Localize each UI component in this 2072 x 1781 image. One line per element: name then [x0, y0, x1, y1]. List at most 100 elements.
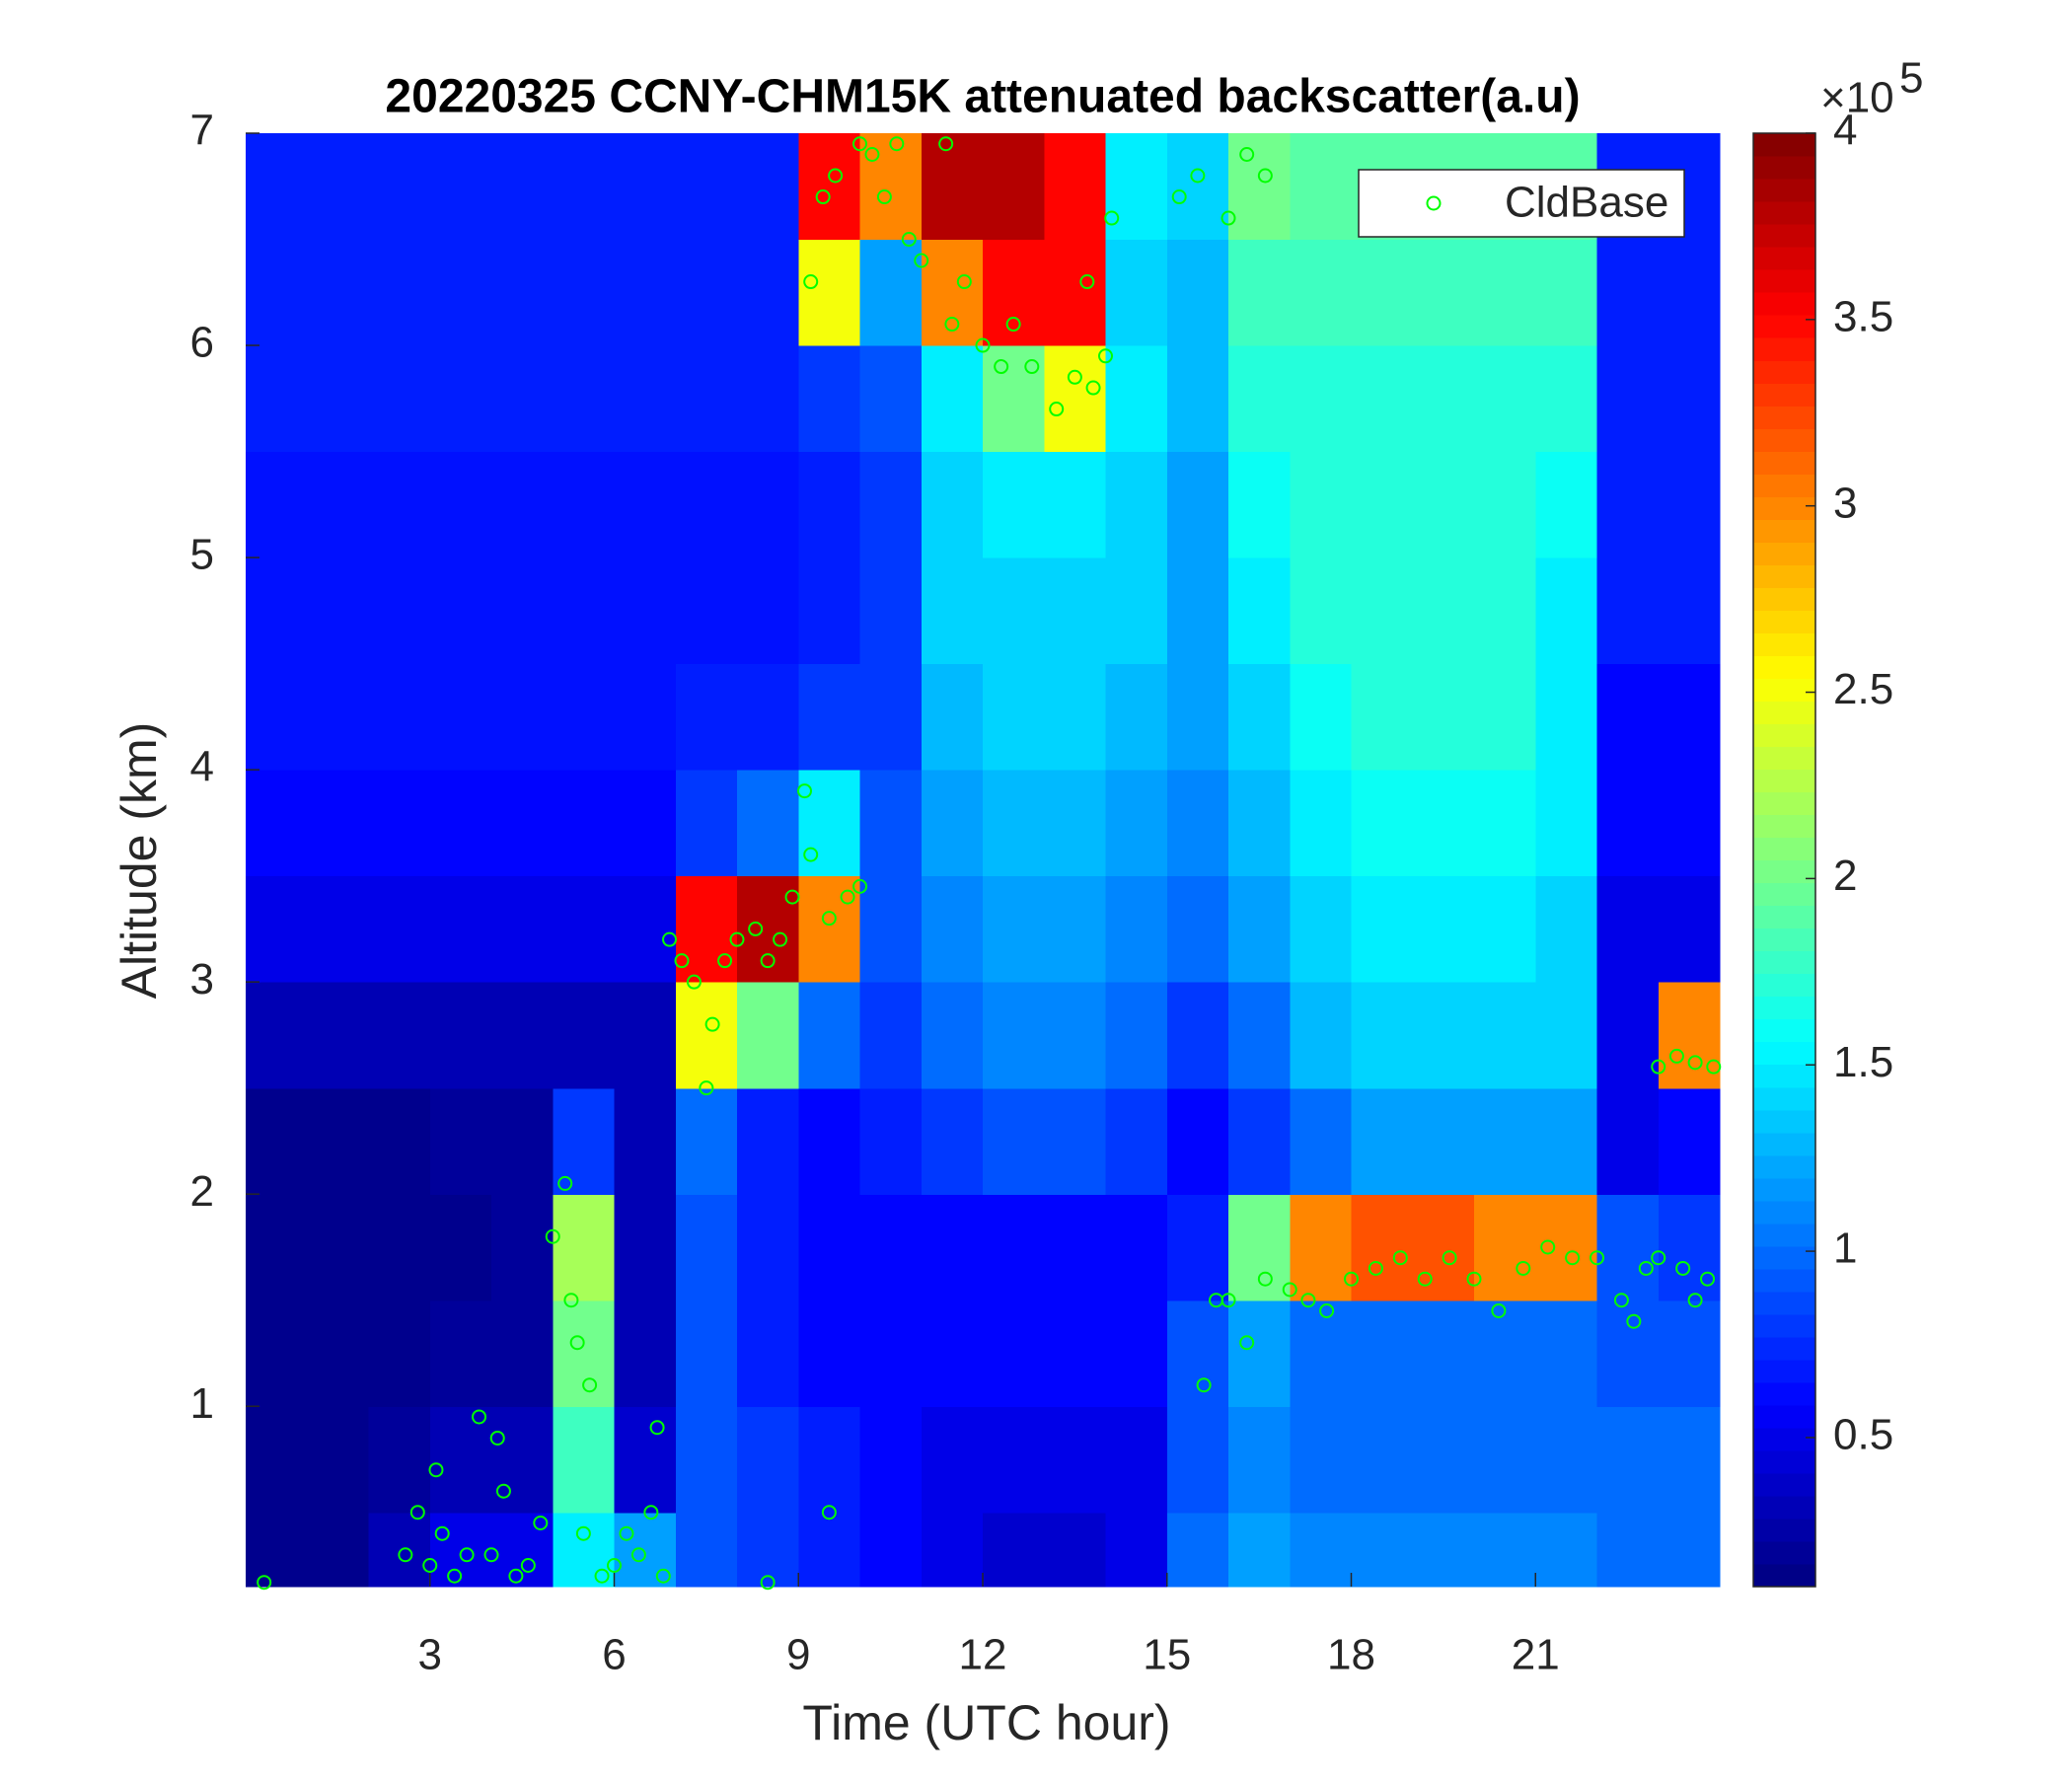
heatmap-cell	[491, 1194, 554, 1301]
heatmap-cell	[1228, 1299, 1291, 1407]
heatmap-cell	[1535, 557, 1598, 665]
cloud-base-point	[1196, 1377, 1212, 1393]
heatmap-cell	[737, 982, 799, 1089]
heatmap-cell	[737, 239, 799, 346]
heatmap-cell	[798, 1512, 861, 1588]
heatmap-cell	[429, 345, 492, 453]
cloud-base-point	[607, 1557, 622, 1573]
cloud-base-point	[649, 1420, 665, 1436]
colorbar-step	[1753, 928, 1815, 952]
heatmap-cell	[307, 451, 370, 558]
heatmap-cell	[859, 451, 923, 558]
heatmap-cell	[983, 663, 1045, 771]
heatmap-cell	[1412, 875, 1475, 983]
heatmap-cell	[798, 345, 861, 453]
colorbar-step	[1753, 406, 1815, 429]
heatmap-cell	[1596, 1512, 1660, 1588]
x-axis-label: Time (UTC hour)	[802, 1695, 1170, 1750]
colorbar-step	[1753, 701, 1815, 725]
colorbar-step	[1753, 1018, 1815, 1043]
x-tick-label: 15	[1143, 1631, 1191, 1679]
colorbar-step	[1753, 655, 1815, 679]
heatmap-cell	[553, 133, 616, 241]
heatmap-cell	[1351, 1406, 1414, 1514]
heatmap-cell	[1290, 1512, 1353, 1588]
cloud-base-point	[760, 953, 776, 969]
heatmap-cell	[859, 239, 923, 346]
heatmap-cell	[675, 770, 738, 877]
heatmap-cell	[246, 239, 308, 346]
cloud-base-point	[1651, 1250, 1666, 1266]
heatmap-cell	[1658, 239, 1721, 346]
heatmap-cell	[553, 982, 616, 1089]
colorbar-step	[1753, 723, 1815, 748]
heatmap-cell	[491, 1299, 554, 1407]
heatmap-cell	[921, 875, 984, 983]
colorbar-step	[1753, 1404, 1815, 1429]
heatmap-cell	[1105, 451, 1168, 558]
heatmap-cell	[983, 982, 1045, 1089]
heatmap-cell	[1044, 770, 1107, 877]
colorbar-tick-label: 1.5	[1833, 1038, 1893, 1086]
cloud-base-point	[773, 931, 788, 947]
cloud-base-point	[1024, 359, 1040, 375]
heatmap-cell	[429, 451, 492, 558]
heatmap-cell	[307, 770, 370, 877]
heatmap-cell	[1228, 1406, 1291, 1514]
heatmap-cell	[675, 1512, 738, 1588]
heatmap-cell	[1166, 1512, 1229, 1588]
heatmap-cell	[429, 1087, 492, 1195]
heatmap-cell	[1535, 770, 1598, 877]
y-tick-label: 3	[190, 955, 214, 1003]
heatmap-cell	[1105, 875, 1168, 983]
heatmap-cell	[1228, 1512, 1291, 1588]
heatmap-cell	[859, 1087, 923, 1195]
heatmap-cell	[1290, 345, 1353, 453]
heatmap-cell	[675, 1194, 738, 1301]
heatmap-cell	[1351, 770, 1414, 877]
cloud-base-point	[699, 1080, 714, 1096]
cloud-base-point	[901, 232, 917, 248]
colorbar-tick-label: 2.5	[1833, 665, 1893, 713]
heatmap-cell	[983, 1194, 1045, 1301]
heatmap-cell	[1658, 875, 1721, 983]
heatmap-cell	[1535, 1087, 1598, 1195]
heatmap-cell	[1474, 239, 1536, 346]
colorbar-tick-label: 1	[1833, 1224, 1857, 1273]
cloud-base-point	[1171, 189, 1187, 205]
heatmap-cell	[1044, 982, 1107, 1089]
cloud-base-point	[459, 1547, 475, 1563]
heatmap-cell	[1166, 982, 1229, 1089]
heatmap-cell	[1044, 557, 1107, 665]
cloud-base-point	[821, 1505, 837, 1521]
heatmap-cell	[921, 1087, 984, 1195]
colorbar-step	[1753, 360, 1815, 384]
heatmap-cell	[1596, 982, 1660, 1089]
heatmap-cell	[1166, 1299, 1229, 1407]
heatmap-cell	[553, 663, 616, 771]
heatmap-cell	[1351, 982, 1414, 1089]
cloud-base-point	[821, 911, 837, 927]
colorbar-frame	[1752, 132, 1816, 1588]
cloud-base-point	[434, 1525, 450, 1541]
heatmap-cell	[368, 1299, 431, 1407]
cloud-base-point	[1675, 1260, 1691, 1276]
heatmap-cell	[675, 133, 738, 241]
heatmap-cell	[1044, 239, 1107, 346]
heatmap-cell	[737, 1512, 799, 1588]
heatmap-cell	[429, 663, 492, 771]
heatmap-cell	[1044, 1299, 1107, 1407]
colorbar-multiplier: ×10	[1820, 74, 1894, 122]
cloud-base-point	[864, 147, 880, 163]
heatmap-cell	[1166, 1087, 1229, 1195]
heatmap-cell	[246, 663, 308, 771]
heatmap-cell	[737, 1087, 799, 1195]
colorbar-step	[1753, 451, 1815, 475]
heatmap-cell	[1596, 239, 1660, 346]
heatmap-cell	[1290, 770, 1353, 877]
heatmap-cell	[368, 982, 431, 1089]
heatmap-cell	[1105, 557, 1168, 665]
heatmap-cell	[368, 239, 431, 346]
heatmap-cell	[1658, 1194, 1721, 1301]
heatmap-cell	[1166, 451, 1229, 558]
